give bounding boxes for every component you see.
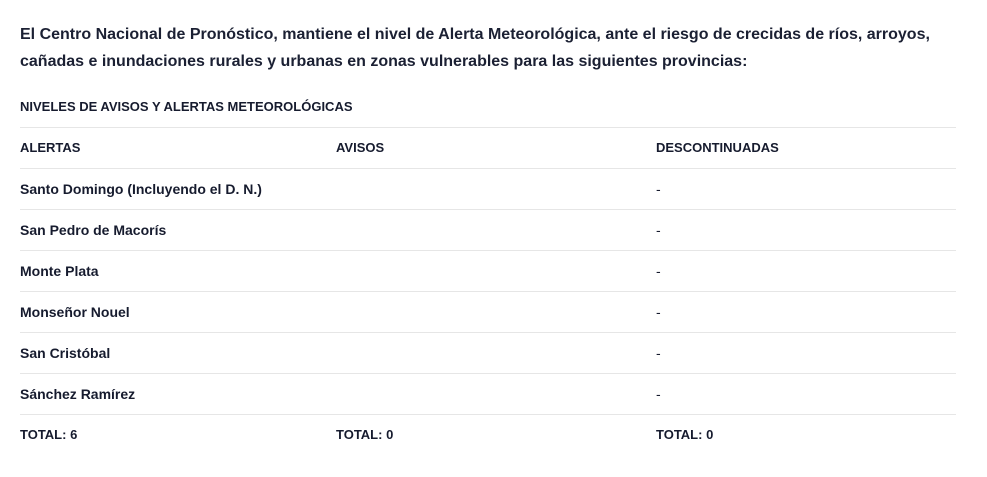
cell-aviso: [336, 292, 656, 332]
table-row: San Cristóbal -: [20, 333, 956, 374]
cell-descontinuada: -: [656, 345, 661, 361]
cell-aviso: [336, 251, 656, 291]
cell-alerta: San Cristóbal: [20, 345, 111, 361]
header-avisos: AVISOS: [336, 140, 385, 155]
cell-aviso: [336, 210, 656, 250]
cell-aviso: [336, 374, 656, 414]
cell-descontinuada: -: [656, 304, 661, 320]
total-alertas: TOTAL: 6: [20, 427, 78, 442]
header-descontinuadas: DESCONTINUADAS: [656, 140, 779, 155]
cell-descontinuada: -: [656, 263, 661, 279]
cell-alerta: Santo Domingo (Incluyendo el D. N.): [20, 181, 262, 197]
total-avisos: TOTAL: 0: [336, 427, 394, 442]
header-alertas: ALERTAS: [20, 140, 81, 155]
cell-aviso: [336, 333, 656, 373]
cell-alerta: San Pedro de Macorís: [20, 222, 167, 238]
table-row: San Pedro de Macorís -: [20, 210, 956, 251]
cell-descontinuada: -: [656, 386, 661, 402]
cell-alerta: Monte Plata: [20, 263, 99, 279]
table-row: Santo Domingo (Incluyendo el D. N.) -: [20, 169, 956, 210]
table-header-row: ALERTAS AVISOS DESCONTINUADAS: [20, 128, 956, 169]
total-descontinuadas: TOTAL: 0: [656, 427, 714, 442]
table-row: Monte Plata -: [20, 251, 956, 292]
cell-alerta: Monseñor Nouel: [20, 304, 130, 320]
table-caption: NIVELES DE AVISOS Y ALERTAS METEOROLÓGIC…: [20, 87, 956, 128]
cell-aviso: [336, 169, 656, 209]
cell-alerta: Sánchez Ramírez: [20, 386, 136, 402]
table-row: Monseñor Nouel -: [20, 292, 956, 333]
alerts-table: NIVELES DE AVISOS Y ALERTAS METEOROLÓGIC…: [20, 87, 956, 455]
cell-descontinuada: -: [656, 222, 661, 238]
table-row: Sánchez Ramírez -: [20, 374, 956, 415]
cell-descontinuada: -: [656, 181, 661, 197]
table-total-row: TOTAL: 6 TOTAL: 0 TOTAL: 0: [20, 415, 956, 455]
intro-text: El Centro Nacional de Pronóstico, mantie…: [20, 26, 930, 70]
